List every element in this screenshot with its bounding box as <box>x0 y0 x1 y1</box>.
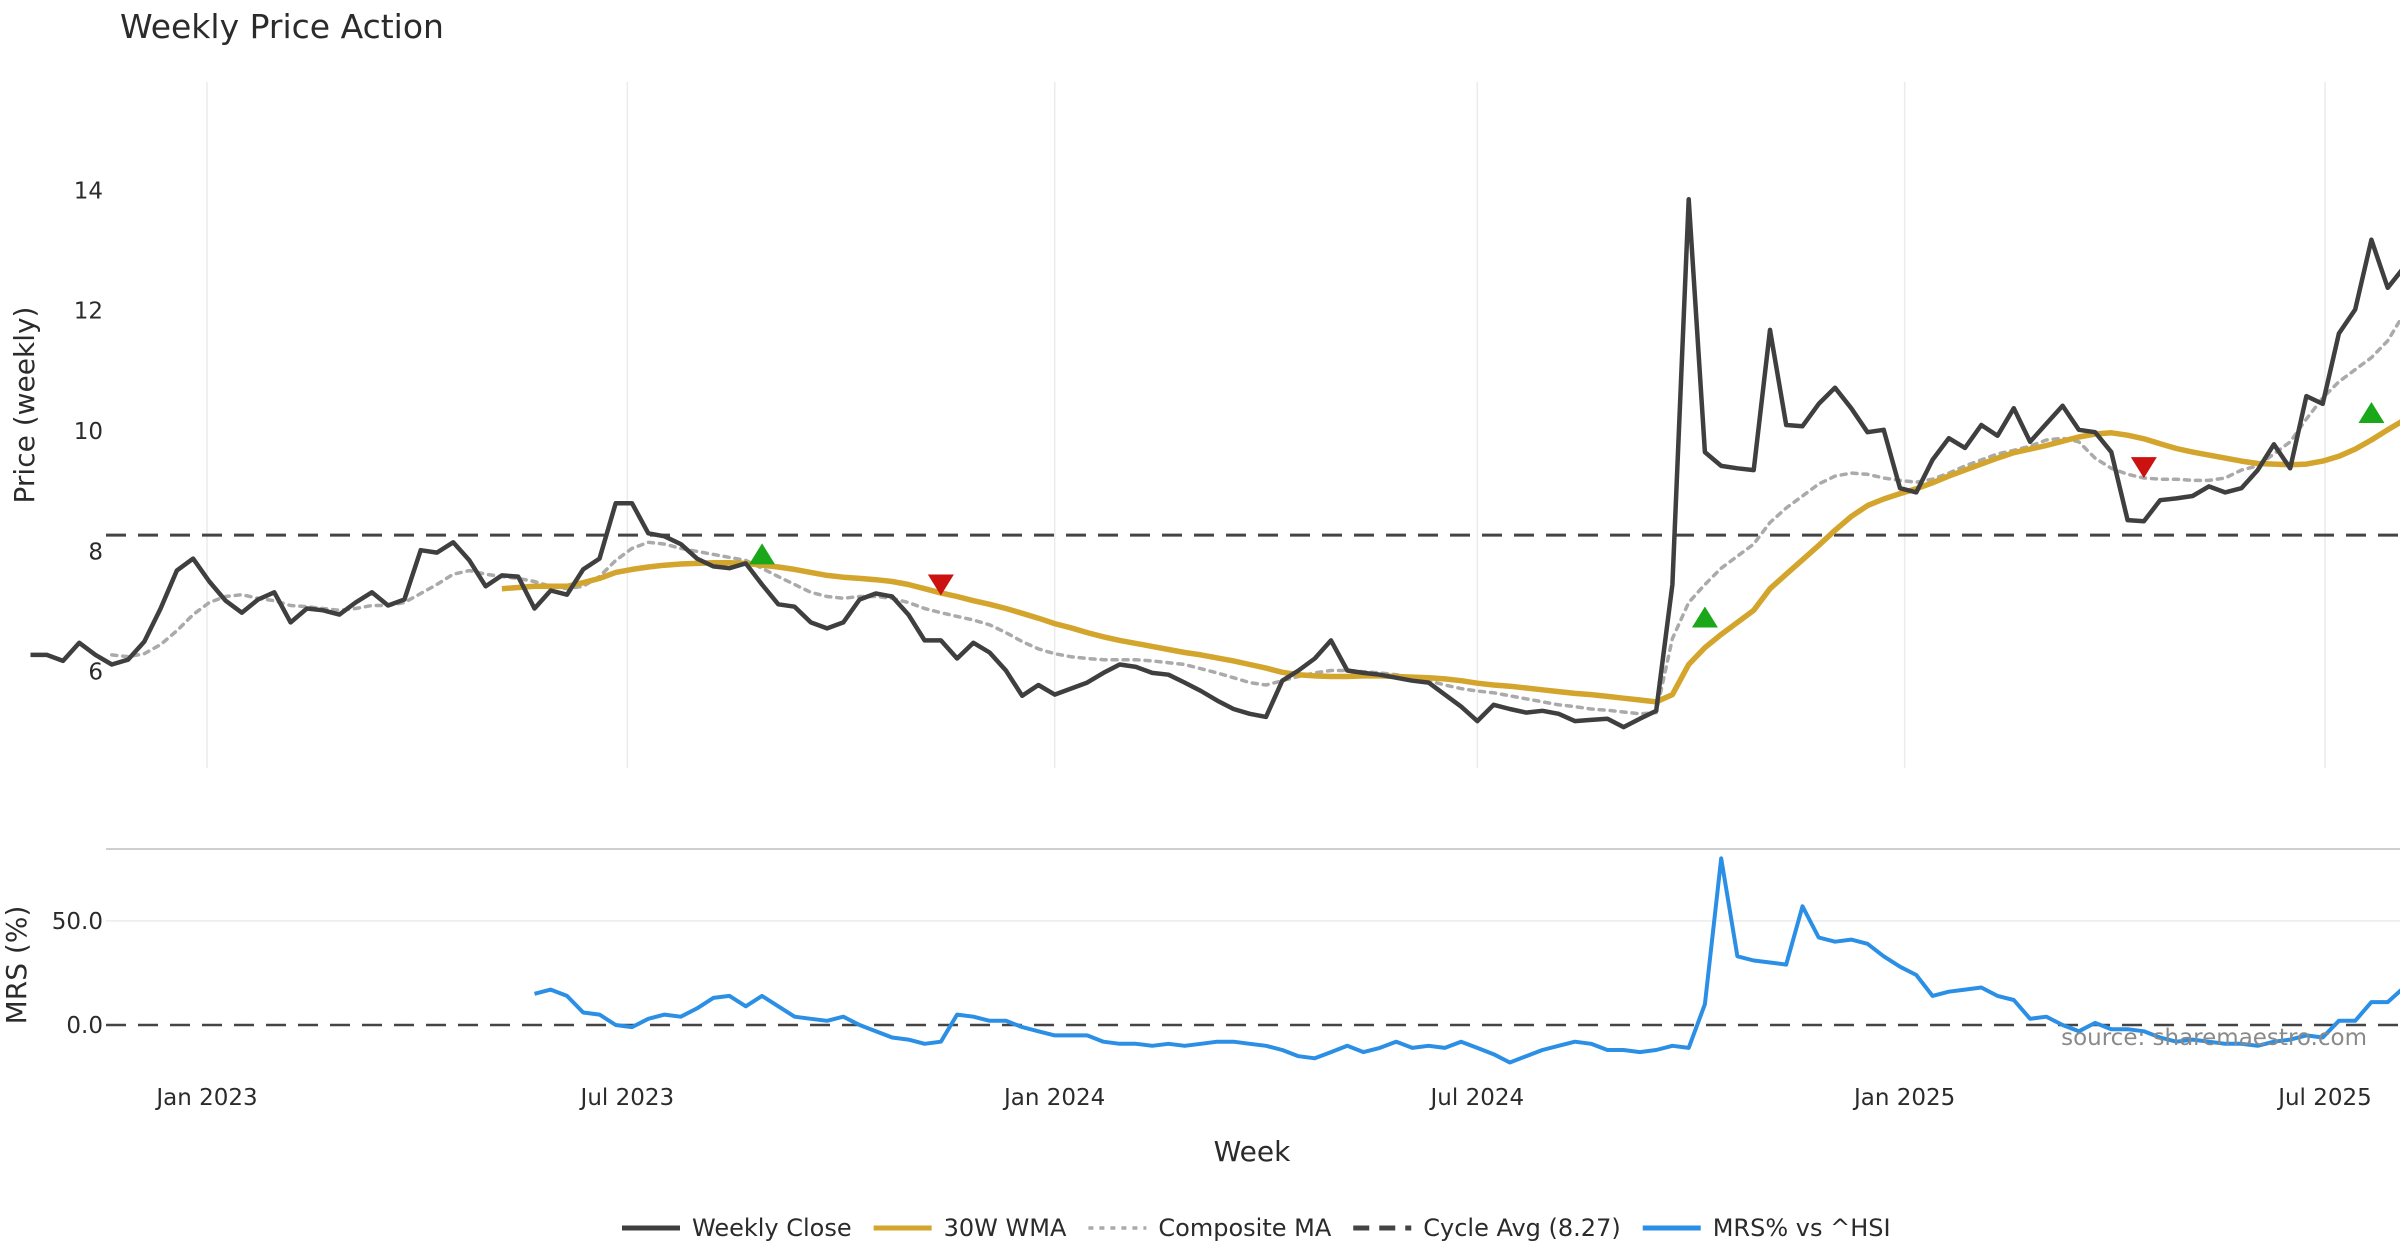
legend: Weekly Close 30W WMA Composite MA Cycle Avg… <box>622 1214 1891 1242</box>
mrs-axis-label: MRS (%) <box>0 906 33 1025</box>
reference-lines <box>106 533 2400 1027</box>
mrs-series <box>533 856 2400 1065</box>
chart-text: Weekly Price Action Price (weekly) MRS (… <box>0 7 2367 1168</box>
axes: 6 8 10 12 14 0.0 50.0 Jan 2023 Jul 2023 Jan 2024 J… <box>52 178 2372 1111</box>
price-axis-label: Price (weekly) <box>8 307 41 504</box>
source-note: source: sharemaestro.com <box>2061 1025 2367 1051</box>
buy-signal-marker-2 <box>1691 606 1718 628</box>
x-tick-label-4: Jan 2025 <box>1852 1085 1955 1111</box>
grid-lines <box>106 82 2400 922</box>
price-ytick-label-3: 12 <box>74 299 103 325</box>
price-ytick-label-2: 10 <box>74 419 103 445</box>
x-tick-label-3: Jul 2024 <box>1429 1085 1525 1111</box>
buy-signal-marker-4 <box>2358 401 2385 423</box>
x-tick-label-2: Jan 2024 <box>1002 1085 1105 1111</box>
composite-ma-series <box>110 316 2400 716</box>
legend-label-cycle-avg-8-27: Cycle Avg (8.27) <box>1423 1214 1620 1242</box>
price-ytick-label-1: 8 <box>88 539 103 565</box>
series-lines <box>30 197 2400 1065</box>
mrs-ytick-label-1: 50.0 <box>52 909 103 935</box>
legend-label-weekly-close: Weekly Close <box>692 1214 852 1242</box>
x-tick-label-1: Jul 2023 <box>579 1085 675 1111</box>
x-tick-label-0: Jan 2023 <box>154 1085 257 1111</box>
sell-signal-marker-1 <box>927 574 954 596</box>
chart-title: Weekly Price Action <box>120 7 444 46</box>
mrs-ytick-label-0: 0.0 <box>66 1013 103 1039</box>
price-ytick-label-4: 14 <box>74 178 103 204</box>
legend-label-mrs-vs-hsi: MRS% vs ^HSI <box>1713 1214 1891 1242</box>
legend-label-composite-ma: Composite MA <box>1158 1214 1331 1242</box>
30w-wma-series <box>501 419 2400 705</box>
legend-label-30w-wma: 30W WMA <box>944 1214 1067 1242</box>
price-ytick-label-0: 6 <box>88 660 103 686</box>
weekly-close-series <box>30 197 2400 730</box>
signal-markers <box>749 401 2385 628</box>
buy-signal-marker-0 <box>749 543 776 565</box>
x-axis-label: Week <box>1214 1135 1291 1168</box>
sell-signal-marker-3 <box>2130 457 2157 479</box>
x-tick-label-5: Jul 2025 <box>2276 1085 2372 1111</box>
